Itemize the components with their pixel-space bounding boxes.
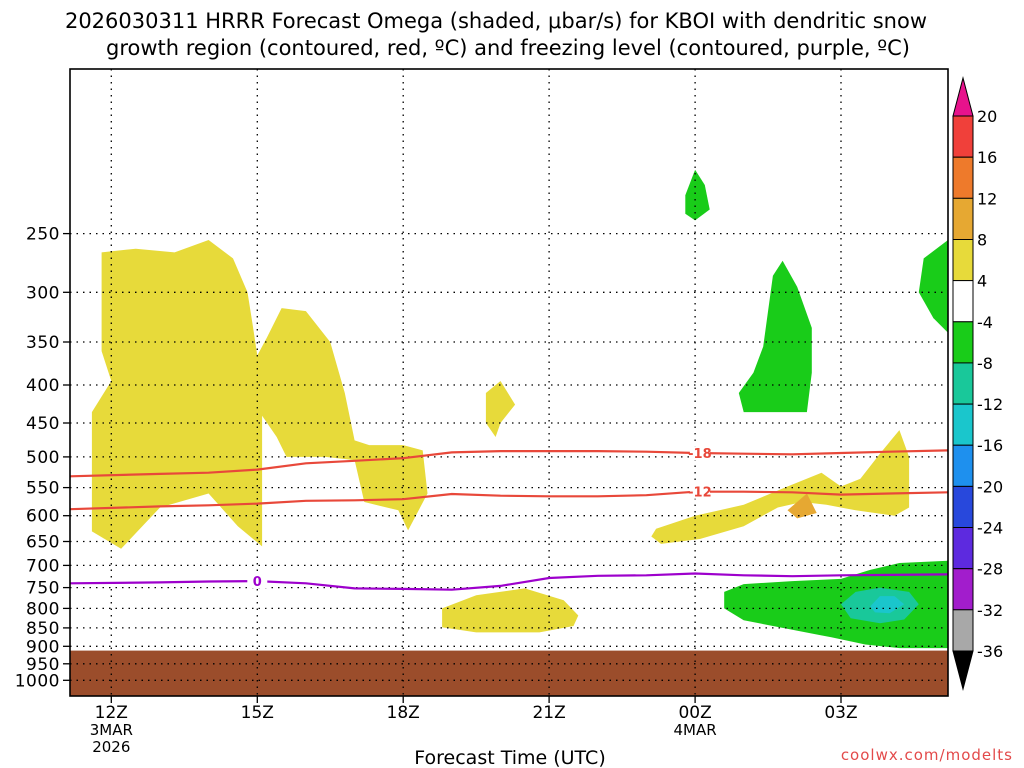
y-tick-label-650: 650	[26, 533, 60, 553]
plot-area: -18 -12 0	[69, 68, 949, 697]
y-tick-label-850: 850	[26, 619, 60, 639]
omega-region-7	[738, 260, 812, 413]
x-tick-label-15-0: 03Z	[824, 703, 857, 723]
colorbar-label-9: -20	[977, 477, 1003, 496]
x-axis-label: Forecast Time (UTC)	[414, 747, 605, 768]
omega-region-2	[442, 588, 579, 633]
temperature-contours: -18 -12 0	[69, 446, 949, 591]
colorbar-label-11: -28	[977, 560, 1003, 579]
omega-region-1	[91, 240, 428, 549]
colorbar-under-arrow	[952, 650, 974, 691]
y-tick-label-600: 600	[26, 507, 60, 527]
omega-region-9	[724, 560, 948, 649]
colorbar-bin-1	[952, 156, 974, 199]
colorbar-bin-5	[952, 321, 974, 364]
x-tick-label-6-0: 18Z	[387, 703, 420, 723]
colorbar-label-12: -32	[977, 601, 1003, 620]
omega-region-5	[787, 493, 817, 519]
colorbar-bin-4	[952, 280, 974, 323]
colorbar-label-10: -24	[977, 519, 1003, 538]
pressure-axis: 2503003504004505005506006507007508008509…	[15, 225, 70, 691]
contour-label-2: -12	[688, 486, 712, 501]
x-tick-label-12-0: 00Z	[678, 703, 711, 723]
colorbar: 20 16 12 8 4 -4 -8 -12 -16 -20 -24 -28 -32 -36	[952, 76, 1003, 691]
colorbar-bin-7	[952, 403, 974, 446]
colorbar-bin-3	[952, 239, 974, 282]
y-tick-label-750: 750	[26, 579, 60, 599]
x-tick-label-0-1: 3MAR	[90, 721, 133, 739]
y-tick-label-550: 550	[26, 479, 60, 499]
contour-line-1	[69, 449, 949, 478]
grid-lines	[70, 69, 948, 696]
chart-title-line1: 2026030311 HRRR Forecast Omega (shaded, …	[65, 9, 927, 33]
omega-region-6	[685, 169, 710, 221]
y-tick-label-400: 400	[26, 376, 60, 396]
x-tick-label-12-1: 4MAR	[674, 721, 717, 739]
colorbar-bin-8	[952, 444, 974, 487]
y-tick-label-450: 450	[26, 414, 60, 434]
watermark: coolwx.com/modelts	[841, 746, 1013, 764]
colorbar-label-4: 4	[977, 272, 987, 291]
colorbar-label-7: -12	[977, 395, 1003, 414]
y-tick-label-1000: 1000	[15, 671, 60, 691]
colorbar-bin-12	[952, 609, 974, 652]
omega-region-8	[918, 240, 948, 333]
y-tick-label-300: 300	[26, 283, 60, 303]
contour-label-3: 0	[253, 575, 262, 590]
colorbar-label-6: -8	[977, 354, 993, 373]
y-tick-label-500: 500	[26, 448, 60, 468]
contour-line-2	[69, 490, 949, 511]
colorbar-label-8: -16	[977, 436, 1003, 455]
y-tick-label-350: 350	[26, 333, 60, 353]
colorbar-label-5: -4	[977, 313, 993, 332]
colorbar-bin-9	[952, 485, 974, 529]
chart-title-line2: growth region (contoured, red, ºC) and f…	[106, 36, 910, 60]
contour-label-bg-3	[247, 574, 268, 589]
y-tick-label-950: 950	[26, 655, 60, 675]
omega-shading	[91, 169, 948, 649]
colorbar-bin-11	[952, 568, 974, 611]
plot-frame	[69, 68, 949, 697]
y-tick-label-900: 900	[26, 637, 60, 657]
x-tick-label-9-0: 21Z	[532, 703, 565, 723]
x-tick-label-3-0: 15Z	[241, 703, 274, 723]
y-tick-label-800: 800	[26, 599, 60, 619]
colorbar-bin-2	[952, 197, 974, 241]
colorbar-bin-10	[952, 527, 974, 570]
omega-region-3	[651, 430, 910, 544]
colorbar-label-2: 12	[977, 189, 997, 208]
colorbar-bin-6	[952, 362, 974, 405]
y-tick-label-700: 700	[26, 556, 60, 576]
x-tick-label-0-0: 12Z	[95, 703, 128, 723]
contour-label-bg-2	[689, 484, 710, 499]
colorbar-label-1: 16	[977, 148, 997, 167]
colorbar-label-13: -36	[977, 642, 1003, 661]
contour-label-1: -18	[688, 447, 712, 462]
ground-below-surface	[70, 650, 948, 696]
y-tick-label-250: 250	[26, 225, 60, 245]
colorbar-over-arrow	[952, 76, 974, 117]
contour-label-bg-1	[689, 446, 710, 461]
colorbar-label-3: 8	[977, 231, 987, 250]
colorbar-label-0: 20	[977, 107, 997, 126]
x-tick-label-0-2: 2026	[92, 738, 130, 756]
colorbar-bin-0	[952, 115, 974, 158]
